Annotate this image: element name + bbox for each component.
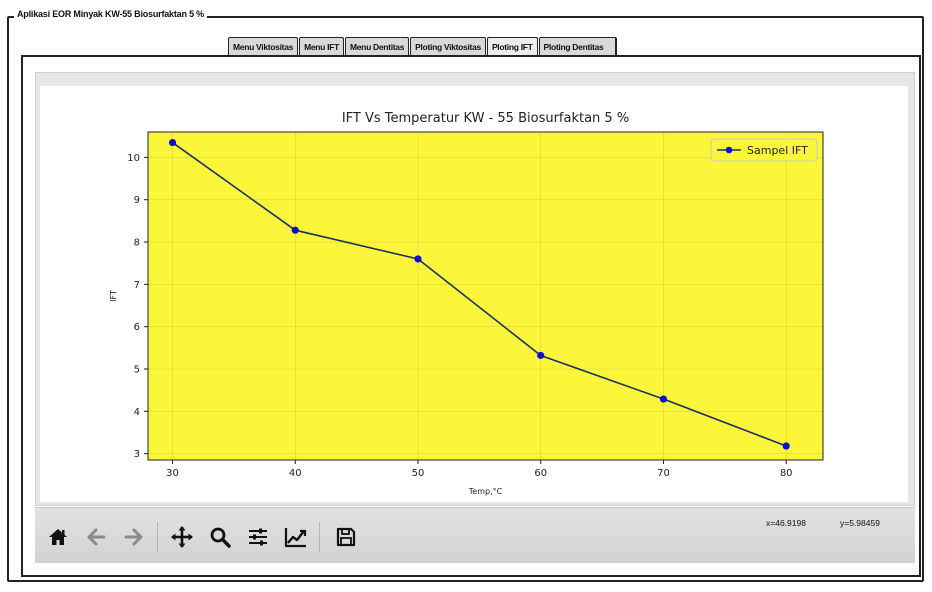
chart-figure[interactable]: 30 40 50 60 70 80 3 4 5 6 7 8 9 10 IFT Vs Temperatur … [40,86,908,502]
app-group-box [7,16,924,582]
tab-menu-ift[interactable]: Menu IFT [299,37,344,56]
chart-title: IFT Vs Temperatur KW - 55 Biosurfaktan 5… [342,111,629,126]
x-tick-label: 30 [166,468,179,479]
configure-subplots-icon [249,528,267,546]
data-point [414,255,422,263]
x-tick-label: 60 [534,468,547,479]
toolbar-separator [319,522,320,552]
data-point [537,351,545,360]
y-tick-label: 7 [134,280,140,291]
data-point [659,395,668,403]
pan-move-icon [171,526,193,548]
legend-box [710,138,818,162]
forward-button[interactable] [121,524,147,550]
tab-ploting-viktositas[interactable]: Ploting Viktositas [410,37,486,56]
plot-frame [147,131,824,461]
ift-chart: 30 40 50 60 70 80 3 4 5 6 7 8 9 10 IFT Vs Temperatur … [109,111,824,496]
home-icon [49,529,67,545]
series-line [172,141,787,447]
data-point [291,226,299,234]
legend-label: Sampel IFT [747,144,808,157]
legend-marker [725,146,733,154]
tab-menu-viktositas[interactable]: Menu Viktositas [228,37,299,56]
back-arrow-icon [87,528,106,546]
zoom-magnifier-icon [210,527,231,548]
y-axis-label: IFT [109,290,118,302]
data-point [782,442,790,450]
series-layer [168,138,790,450]
edit-axis-icon [284,528,307,548]
plot-area [148,132,823,460]
x-tick-label: 40 [289,468,302,479]
data-point [168,138,177,147]
y-tick-label: 3 [134,449,140,460]
y-tick-label: 10 [127,153,140,164]
save-button[interactable] [333,524,359,550]
y-tick-label: 6 [134,322,140,333]
navigation-toolbar: x=46.9198 y=5.98459 [35,507,915,563]
home-button[interactable] [45,524,71,550]
y-tick-label: 9 [134,195,140,206]
configure-subplots-button[interactable] [245,524,271,550]
tick-layer: 30 40 50 60 70 80 3 4 5 6 7 8 9 10 [127,153,792,479]
forward-arrow-icon [124,528,143,546]
y-tick-label: 8 [134,238,140,249]
edit-axis-button[interactable] [283,524,309,550]
x-tick-label: 70 [657,468,670,479]
grid-lines [148,132,823,460]
toolbar-separator [157,522,158,552]
tab-bar: Menu Viktositas Menu IFT Menu Dentitas P… [228,35,618,56]
tab-menu-dentitas[interactable]: Menu Dentitas [344,37,410,56]
cursor-y-readout: y=5.98459 [840,518,880,528]
x-axis-label: Temp,°C [468,487,503,496]
y-tick-label: 4 [134,407,140,418]
cursor-x-readout: x=46.9198 [766,518,806,528]
group-title: Aplikasi EOR Minyak KW-55 Biosurfaktan 5… [14,9,207,19]
chart-legend: Sampel IFT [710,138,818,162]
tab-ploting-dentitas[interactable]: Ploting Dentitas [538,37,618,56]
x-tick-label: 80 [780,468,793,479]
pan-button[interactable] [169,524,195,550]
zoom-button[interactable] [207,524,233,550]
y-tick-label: 5 [134,365,140,376]
tab-ploting-ift[interactable]: Ploting IFT [486,37,538,56]
save-floppy-icon [336,527,356,547]
back-button[interactable] [83,524,109,550]
x-tick-label: 50 [412,468,425,479]
